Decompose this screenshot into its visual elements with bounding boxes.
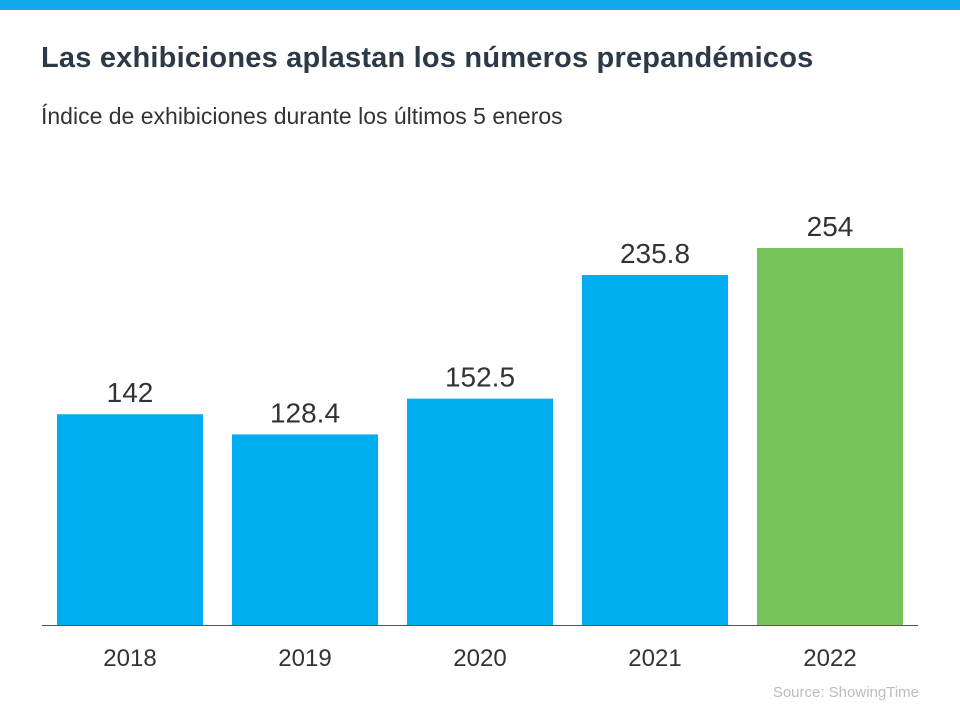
data-label: 254 [807, 211, 854, 242]
x-tick-label: 2022 [803, 645, 856, 672]
bar-2022 [757, 248, 903, 625]
chart-title: Las exhibiciones aplastan los números pr… [41, 42, 814, 74]
x-tick-label: 2018 [103, 645, 156, 672]
data-label: 152.5 [445, 362, 515, 393]
bar-2021 [582, 275, 728, 625]
source-note: Source: ShowingTime [772, 684, 919, 701]
chart-subtitle: Índice de exhibiciones durante los últim… [41, 103, 563, 129]
bar-2020 [407, 398, 553, 625]
bar-2019 [232, 434, 378, 625]
bar-2018 [57, 414, 203, 625]
data-label: 142 [107, 377, 154, 408]
data-label: 235.8 [620, 238, 690, 269]
data-label: 128.4 [270, 397, 340, 428]
top-accent-bar [0, 0, 960, 10]
x-tick-label: 2021 [628, 645, 681, 672]
x-tick-label: 2020 [453, 645, 506, 672]
x-tick-label: 2019 [278, 645, 331, 672]
